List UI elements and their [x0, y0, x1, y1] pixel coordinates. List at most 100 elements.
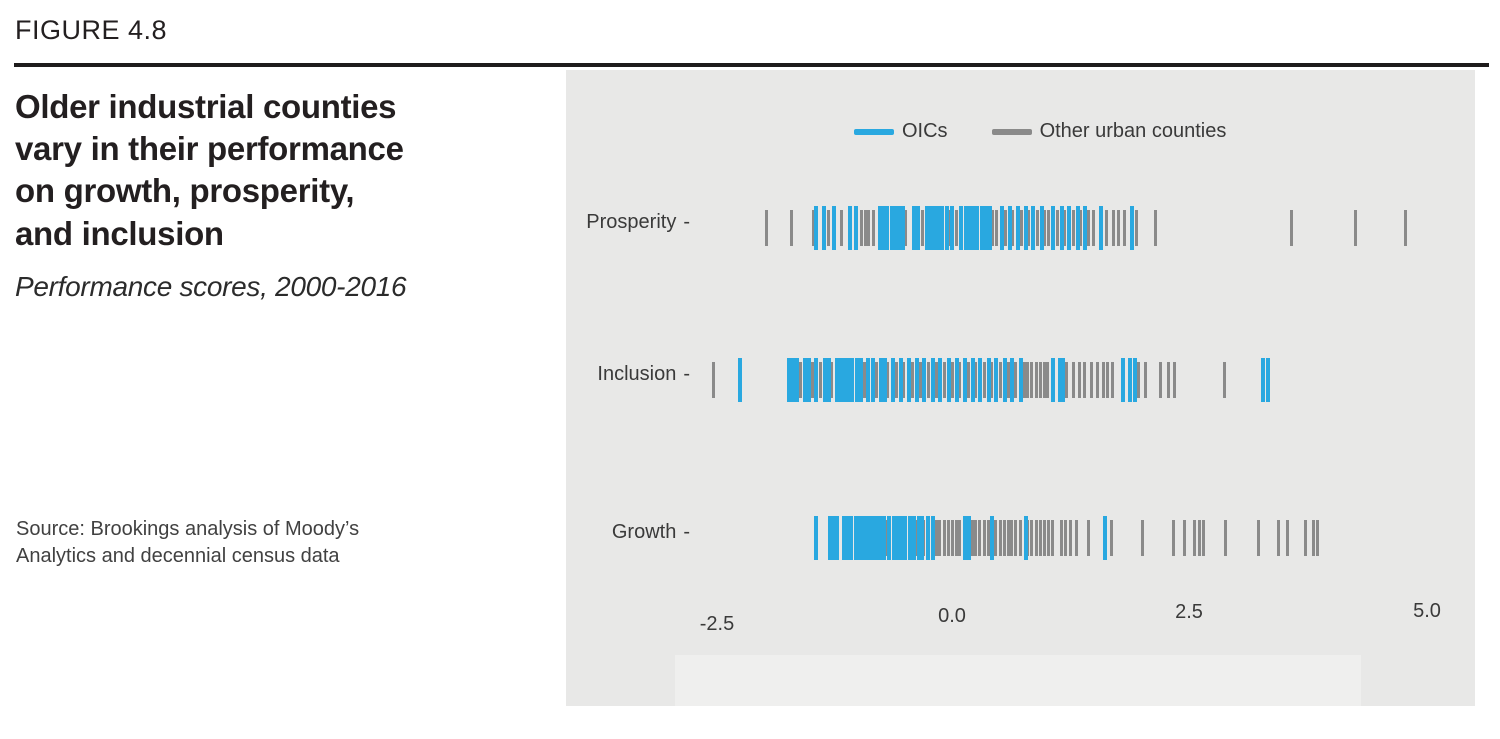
other-county-tick	[819, 362, 823, 398]
other-county-tick	[1102, 362, 1106, 398]
other-county-tick	[799, 362, 803, 398]
oic-tick	[786, 358, 791, 402]
other-county-tick	[974, 520, 978, 556]
other-county-tick	[712, 362, 716, 398]
other-county-tick	[1065, 362, 1069, 398]
other-county-tick	[1201, 520, 1205, 556]
other-county-tick	[946, 520, 950, 556]
chart-title-line: and inclusion	[15, 214, 224, 252]
other-county-tick	[1110, 362, 1114, 398]
other-county-tick	[1312, 520, 1316, 556]
oic-tick	[1002, 358, 1007, 402]
other-county-tick	[1193, 520, 1197, 556]
oic-tick	[1031, 206, 1036, 250]
other-county-tick	[1042, 520, 1046, 556]
oic-tick	[866, 358, 871, 402]
other-county-tick	[863, 210, 867, 246]
oic-tick	[877, 516, 882, 560]
oic-tick	[945, 206, 950, 250]
row-label-text: Prosperity	[586, 211, 677, 233]
other-county-tick	[830, 362, 834, 398]
chart-subtitle: Performance scores, 2000-2016	[15, 270, 407, 302]
row-label-text: Growth	[611, 521, 677, 543]
oic-tick	[821, 206, 826, 250]
oic-tick	[1051, 206, 1056, 250]
oic-tick	[1010, 358, 1015, 402]
other-county-tick	[1079, 210, 1083, 246]
oic-tick	[946, 358, 951, 402]
other-county-tick	[886, 362, 890, 398]
x-tick-label: -2.5	[699, 613, 735, 635]
oic-tick	[844, 516, 849, 560]
oic-tick	[978, 358, 983, 402]
oic-tick	[1103, 516, 1108, 560]
oic-tick	[903, 516, 908, 560]
other-county-tick	[789, 210, 793, 246]
other-county-tick	[938, 520, 942, 556]
other-county-tick	[958, 520, 962, 556]
oic-tick	[1016, 206, 1021, 250]
other-county-tick	[1083, 362, 1087, 398]
other-county-tick	[1354, 210, 1357, 246]
other-county-tick	[765, 210, 769, 246]
oic-tick	[1133, 358, 1138, 402]
oic-tick	[1018, 358, 1023, 402]
oic-tick	[920, 516, 925, 560]
other-county-tick	[1018, 520, 1022, 556]
oic-tick	[881, 516, 886, 560]
other-county-tick	[1087, 210, 1091, 246]
oic-tick	[847, 206, 852, 250]
other-county-tick	[1010, 520, 1014, 556]
oic-tick	[911, 516, 916, 560]
other-county-tick	[1034, 520, 1038, 556]
oic-tick	[994, 358, 999, 402]
oic-tick	[1129, 206, 1134, 250]
x-tick-label: 2.5	[1175, 601, 1203, 623]
oic-tick	[980, 206, 985, 250]
other-county-tick	[1172, 520, 1176, 556]
x-axis: -2.5 0.0 2.5 5.0	[566, 70, 1475, 706]
oic-tick	[850, 358, 855, 402]
oic-tick	[897, 206, 902, 250]
oic-tick	[831, 516, 836, 560]
other-county-tick	[950, 520, 954, 556]
oic-tick	[1061, 358, 1066, 402]
other-county-tick	[1289, 210, 1293, 246]
oic-tick	[885, 206, 890, 250]
legend-label-other-urban-counties: Other urban counties	[1039, 120, 1227, 142]
other-county-tick	[902, 362, 906, 398]
oic-tick	[989, 516, 994, 560]
row-axis-tick: -	[683, 521, 690, 543]
other-county-tick	[1105, 362, 1109, 398]
oic-tick	[842, 358, 847, 402]
other-county-tick	[978, 520, 982, 556]
oic-tick	[915, 206, 920, 250]
oic-tick	[839, 358, 843, 402]
oic-tick	[803, 358, 808, 402]
other-county-tick	[826, 210, 830, 246]
oic-tick	[827, 516, 832, 560]
row-label-prosperity: Prosperity -	[566, 211, 690, 234]
oic-tick	[858, 358, 863, 402]
oic-tick	[911, 206, 916, 250]
other-county-tick	[1182, 520, 1186, 556]
other-county-tick	[927, 362, 931, 398]
other-county-tick	[1109, 520, 1113, 556]
other-county-tick	[1277, 520, 1281, 556]
other-county-tick	[954, 520, 958, 556]
other-county-tick	[839, 210, 843, 246]
oic-tick	[882, 358, 887, 402]
other-county-tick	[1030, 362, 1034, 398]
oic-tick	[814, 516, 819, 560]
oic-tick	[874, 516, 879, 560]
other-county-tick	[1143, 362, 1147, 398]
other-county-tick	[999, 362, 1002, 398]
other-county-tick	[1038, 362, 1042, 398]
other-county-tick	[1011, 210, 1015, 246]
other-county-tick	[1006, 362, 1010, 398]
other-county-tick	[1063, 210, 1067, 246]
oic-tick	[841, 516, 846, 560]
chart-panel: OICs Other urban counties Prosperity - In…	[566, 70, 1475, 706]
other-county-tick	[994, 520, 998, 556]
other-county-tick	[1022, 362, 1026, 398]
